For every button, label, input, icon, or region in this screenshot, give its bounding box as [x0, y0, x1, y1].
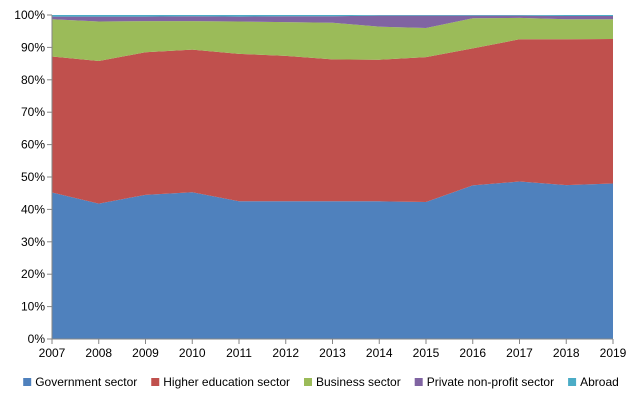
x-tick-label: 2014	[366, 346, 393, 360]
legend-label: Government sector	[35, 375, 137, 389]
y-tick-label: 30%	[21, 235, 45, 249]
x-tick-label: 2013	[319, 346, 346, 360]
x-tick-label: 2007	[39, 346, 66, 360]
legend-label: Abroad	[580, 375, 619, 389]
legend-swatch	[151, 378, 160, 386]
x-tick-labels: 2007 2008 2009 2010 2011 2012 2013 2014 2015 2016…	[39, 339, 627, 360]
x-tick-label: 2016	[459, 346, 486, 360]
y-tick-label: 70%	[21, 105, 45, 119]
y-tick-labels: 0% 10% 20% 30% 40% 50% 60% 70% 80% 90% 100%	[14, 8, 52, 346]
area-higher-education-sector	[52, 38, 613, 204]
area-government-sector	[52, 181, 613, 339]
y-tick-label: 60%	[21, 138, 45, 152]
x-tick-label: 2011	[226, 346, 252, 360]
y-tick-label: 10%	[21, 300, 45, 314]
area-series-group	[52, 15, 613, 339]
legend-swatch	[568, 378, 577, 386]
legend-item: Abroad	[568, 375, 619, 389]
y-tick-label: 80%	[21, 73, 45, 87]
legend-swatch	[304, 378, 312, 386]
y-tick-label: 90%	[21, 40, 45, 54]
area-abroad	[52, 15, 613, 17]
y-tick-label: 50%	[21, 170, 45, 184]
x-tick-label: 2019	[600, 346, 627, 360]
x-tick-label: 2012	[272, 346, 299, 360]
legend: Government sector Higher education sector…	[23, 375, 619, 389]
x-tick-label: 2018	[553, 346, 580, 360]
legend-label: Business sector	[316, 375, 401, 389]
area-business-sector	[52, 17, 613, 62]
legend-label: Private non-profit sector	[427, 375, 554, 389]
x-tick-label: 2017	[506, 346, 533, 360]
y-tick-label: 0%	[28, 332, 46, 346]
x-tick-label: 2008	[85, 346, 112, 360]
x-tick-label: 2010	[179, 346, 206, 360]
x-tick-label: 2009	[132, 346, 159, 360]
legend-item: Business sector	[304, 375, 401, 389]
x-tick-label: 2015	[413, 346, 440, 360]
y-tick-label: 100%	[14, 8, 45, 22]
y-tick-label: 20%	[21, 267, 45, 281]
legend-swatch	[414, 378, 423, 386]
y-tick-label: 40%	[21, 202, 45, 216]
legend-label: Higher education sector	[163, 375, 290, 389]
legend-item: Higher education sector	[151, 375, 290, 389]
area-private-non-profit-sector	[52, 15, 613, 28]
legend-item: Government sector	[23, 375, 137, 389]
legend-item: Private non-profit sector	[414, 375, 554, 389]
legend-swatch	[23, 378, 32, 386]
